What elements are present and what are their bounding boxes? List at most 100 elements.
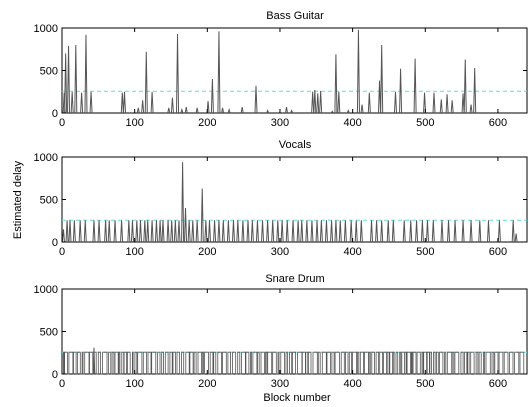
vocals-spike (143, 220, 147, 243)
vocals-spike (469, 220, 473, 243)
vocals-spike (97, 220, 101, 243)
bass-guitar-spike (67, 45, 71, 114)
panel-bass-guitar: Bass Guitar 0 100 200 300 400 500 600 0 500 1000 (34, 10, 528, 129)
y-ticks-bass-guitar: 0 500 1000 (34, 23, 527, 120)
vocals-spike (213, 220, 217, 243)
bass-guitar-spike (84, 34, 88, 114)
bass-guitar-spike (463, 59, 467, 114)
vocals-spike (250, 220, 254, 243)
vocals-spike (231, 220, 235, 243)
bass-guitar-spike (64, 53, 68, 114)
bass-guitar-spike (266, 109, 270, 114)
axes-frame-snare-drum (61, 288, 528, 375)
vocals-spike (497, 220, 501, 243)
vocals-spike (204, 220, 208, 243)
bass-guitar-spike (180, 107, 184, 114)
bass-guitar-spike (254, 85, 258, 114)
bass-guitar-spike (334, 54, 338, 114)
x-tick-label: 200 (198, 246, 216, 258)
vocals-spike (261, 220, 265, 243)
vocals-spike (113, 220, 117, 243)
vocals-spike (330, 220, 334, 243)
y-axis-label: Estimated delay (12, 160, 24, 239)
bass-guitar-spike (122, 91, 127, 114)
snare-drum-peak (92, 347, 96, 375)
bass-guitar-spike (346, 109, 350, 114)
bass-guitar-spike (290, 109, 294, 114)
vocals-spike (138, 220, 142, 243)
vocals-spike (120, 220, 124, 243)
vocals-spike (349, 220, 353, 243)
x-ticks-bass-guitar: 0 100 200 300 400 500 600 (59, 28, 507, 129)
bass-guitar-spike (150, 91, 154, 114)
bass-guitar-spike (311, 91, 315, 114)
vocals-spike (221, 220, 225, 243)
y-tick-label: 0 (52, 369, 58, 381)
vocals-spike (83, 220, 87, 243)
vocals-spike (78, 220, 82, 243)
bass-guitar-spike (367, 92, 371, 114)
vocals-spike (226, 220, 230, 243)
vocals-spike (207, 220, 212, 243)
vocals-spike (177, 220, 181, 243)
x-tick-label: 600 (489, 246, 507, 258)
vocals-spike (324, 220, 328, 243)
x-tick-label: 300 (271, 246, 289, 258)
x-tick-label: 200 (198, 117, 216, 129)
vocals-spike (150, 220, 154, 243)
vocals-spike (271, 220, 275, 243)
x-tick-label: 100 (125, 117, 143, 129)
vocals-spike (291, 220, 295, 243)
bass-guitar-spike (356, 29, 360, 114)
y-ticks-snare-drum: 0 500 1000 (34, 284, 527, 381)
bass-guitar-spike (399, 68, 403, 114)
vocals-spike (183, 207, 188, 243)
vocals-spike (343, 220, 347, 243)
vocals-spike (92, 220, 96, 243)
x-tick-label: 100 (125, 378, 143, 390)
bass-guitar-spike (120, 92, 124, 114)
bass-guitar-spike (330, 110, 334, 114)
vocals-spike (453, 220, 457, 243)
vocals-spike (425, 220, 429, 243)
vocals-spike (386, 220, 390, 243)
bass-guitar-spike (141, 100, 145, 114)
vocals-spike (187, 220, 191, 243)
vocals-spike (409, 220, 413, 243)
bass-guitar-spike (144, 51, 148, 114)
vocals-spike (170, 220, 174, 243)
x-tick-label: 400 (343, 378, 361, 390)
bass-guitar-spike (473, 67, 477, 114)
y-ticks-vocals: 0 500 1000 (34, 152, 527, 249)
series-bass-guitar (62, 29, 477, 114)
vocals-spike (319, 220, 323, 243)
x-tick-label: 0 (59, 378, 65, 390)
x-tick-label: 600 (489, 378, 507, 390)
panel-vocals: Vocals 0 100 200 300 400 500 600 0 500 1000 (34, 139, 528, 258)
bass-guitar-spike (70, 91, 74, 114)
y-tick-label: 1000 (34, 284, 58, 296)
y-tick-label: 500 (40, 66, 58, 78)
panel-title-snare-drum: Snare Drum (265, 273, 324, 285)
bass-guitar-spike (74, 44, 78, 114)
vocals-spike (246, 220, 250, 243)
vocals-spike (68, 220, 72, 243)
vocals-spike (511, 220, 515, 243)
bass-guitar-spike (313, 90, 317, 114)
bass-guitar-spike (380, 44, 384, 114)
x-axis-label: Block number (263, 392, 331, 404)
x-tick-label: 500 (416, 378, 434, 390)
vocals-spike (130, 220, 134, 243)
y-tick-label: 500 (40, 327, 58, 339)
vocals-spike (305, 220, 309, 243)
bass-guitar-spike (360, 104, 364, 114)
x-tick-label: 600 (489, 117, 507, 129)
x-ticks-vocals: 0 100 200 300 400 500 600 (59, 157, 507, 258)
series-vocals (61, 162, 518, 243)
vocals-spike (354, 220, 358, 243)
vocals-spike (285, 220, 289, 243)
bass-guitar-spike (450, 100, 454, 114)
vocals-spike (380, 220, 384, 243)
bass-guitar-spike (413, 58, 417, 114)
